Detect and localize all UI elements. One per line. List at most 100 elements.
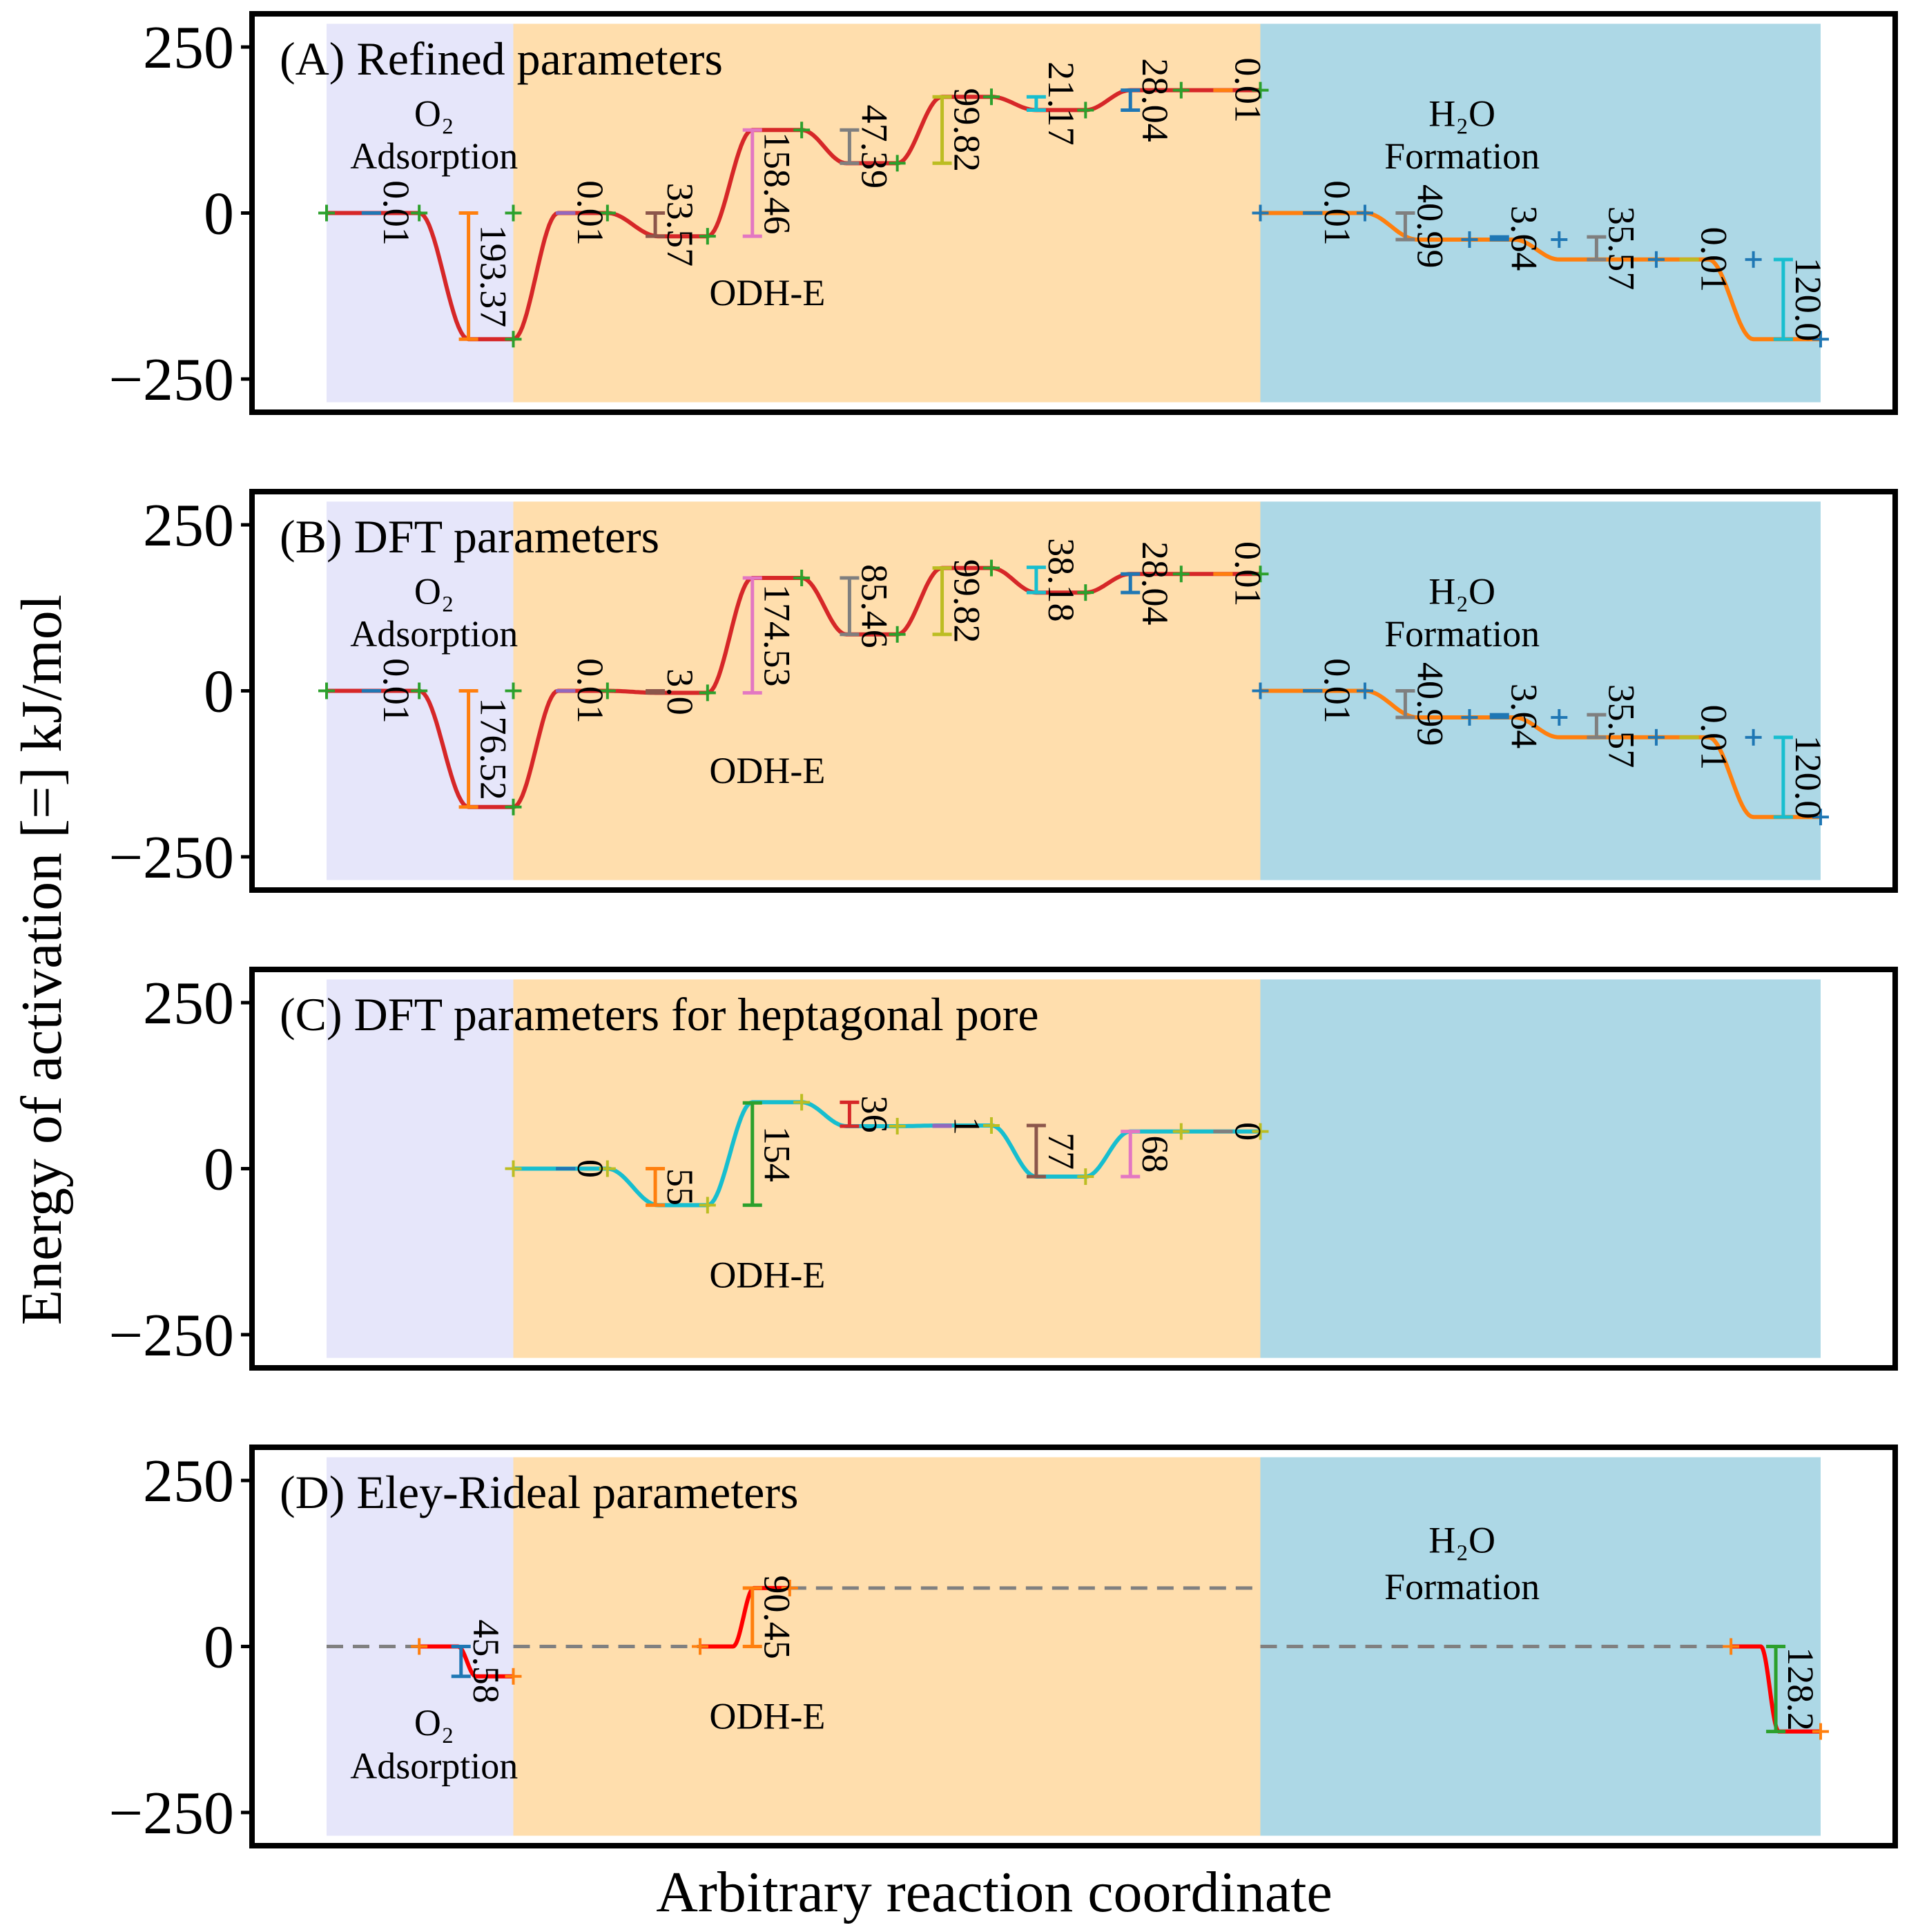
- point-marker: [318, 204, 335, 222]
- point-marker: [505, 331, 522, 348]
- barrier-bar: [1121, 1130, 1141, 1179]
- point-marker: [1812, 331, 1829, 348]
- barrier-bar: [451, 1645, 471, 1679]
- point-marker: [1723, 1638, 1740, 1655]
- odh-region-label: ODH-E: [709, 272, 825, 313]
- barrier-bar: [646, 211, 666, 238]
- y-tick-label: −250: [108, 824, 234, 891]
- barrier-bar: [1773, 258, 1793, 341]
- barrier-label: 0.01: [1317, 658, 1358, 724]
- barrier-bar: [458, 689, 478, 809]
- point-marker: [411, 204, 428, 222]
- point-marker: [699, 1197, 716, 1214]
- point-marker: [1356, 682, 1373, 699]
- barrier-label: 0: [570, 1159, 611, 1178]
- barrier-label: 3.0: [659, 668, 701, 715]
- barrier-bar: [1395, 689, 1415, 719]
- point-marker: [505, 204, 522, 222]
- odh-region-label: ODH-E: [709, 1254, 825, 1295]
- o2-region-label: Adsorption: [350, 135, 518, 177]
- barrier-bar: [1489, 235, 1509, 242]
- barrier-label: 3.64: [1504, 206, 1545, 271]
- barrier-label: 0.01: [570, 180, 611, 246]
- barrier-label: 0.01: [1227, 541, 1268, 607]
- point-marker: [982, 559, 1000, 577]
- barrier-label: 45.58: [465, 1619, 507, 1703]
- point-marker: [1647, 728, 1665, 746]
- series-line: [1260, 688, 1821, 820]
- point-marker: [1252, 81, 1269, 99]
- odh-region: [513, 23, 1261, 403]
- barrier-bar: [646, 689, 666, 695]
- point-marker: [1745, 251, 1762, 268]
- barrier-label: 0.01: [1694, 227, 1735, 293]
- panels: 0.01 193.37 0.01 33.57 158.46 47.39 99.82 21.17…: [108, 11, 1898, 1848]
- barrier-bar: [742, 1101, 762, 1207]
- barrier-label: 28.04: [1134, 58, 1176, 142]
- odh-region-label: ODH-E: [709, 1695, 825, 1737]
- barrier-label: 40.99: [1409, 184, 1451, 269]
- h2o-region-label: H₂O: [1428, 93, 1495, 134]
- series-line: [1260, 211, 1821, 342]
- y-tick-label: 0: [204, 659, 234, 726]
- barrier-label: 68: [1134, 1135, 1176, 1172]
- barrier-label: 174.53: [757, 584, 798, 687]
- barrier-label: 40.99: [1409, 662, 1451, 746]
- h2o-region-label: Formation: [1384, 1566, 1540, 1607]
- o2-region-label: O₂: [414, 570, 454, 612]
- point-marker: [505, 682, 522, 699]
- y-tick-label: 0: [204, 181, 234, 248]
- barrier-bar: [1773, 735, 1793, 819]
- point-marker: [1172, 566, 1190, 583]
- panel-title: (D) Eley-Rideal parameters: [280, 1466, 798, 1518]
- panel-a: 0.01 193.37 0.01 33.57 158.46 47.39 99.82 21.17…: [108, 11, 1898, 415]
- barrier-label: 128.2: [1780, 1647, 1821, 1731]
- point-marker: [793, 1094, 811, 1111]
- y-axis-label: Energy of activation [=] kJ/mol: [10, 595, 74, 1325]
- barrier-bar: [1587, 235, 1607, 262]
- point-marker: [1551, 708, 1568, 726]
- panel-title: (B) DFT parameters: [280, 510, 659, 563]
- y-tick-label: 0: [204, 1614, 234, 1681]
- barrier-bar: [840, 576, 860, 637]
- series-line: [513, 1100, 1261, 1208]
- barrier-bar: [1587, 713, 1607, 740]
- barrier-label: 158.46: [757, 132, 798, 235]
- h2o-region-label: H₂O: [1428, 570, 1495, 612]
- barrier-label: 0.01: [570, 658, 611, 724]
- point-marker: [1252, 1123, 1269, 1140]
- y-tick-label: 250: [143, 1448, 234, 1515]
- h2o-region-label: Formation: [1384, 135, 1540, 177]
- o2-region-label: O₂: [414, 1702, 454, 1743]
- point-marker: [1745, 728, 1762, 746]
- barrier-label: 193.37: [473, 225, 514, 328]
- series-line: [419, 1644, 514, 1679]
- barrier-label: 0.01: [1227, 57, 1268, 123]
- barrier-label: 28.04: [1134, 541, 1176, 626]
- barrier-bar: [1026, 95, 1046, 112]
- panel-title: (C) DFT parameters for heptagonal pore: [280, 988, 1039, 1041]
- barrier-bar: [1766, 1645, 1786, 1734]
- point-marker: [1172, 1123, 1190, 1140]
- odh-region: [513, 1457, 1261, 1836]
- point-marker: [1461, 231, 1478, 248]
- point-marker: [1252, 566, 1269, 583]
- h2o-region: [1260, 979, 1821, 1358]
- barrier-bar: [1026, 566, 1046, 595]
- y-tick-label: 250: [143, 15, 234, 81]
- point-marker: [1356, 204, 1373, 222]
- point-marker: [1461, 708, 1478, 726]
- point-marker: [982, 88, 1000, 106]
- barrier-bar: [742, 128, 762, 238]
- point-marker: [1812, 809, 1829, 826]
- barrier-label: 47.39: [853, 105, 895, 189]
- barrier-label: 90.45: [757, 1575, 798, 1659]
- point-marker: [692, 1638, 708, 1655]
- panel-b: 0.01 176.52 0.01 3.0 174.53 85.46 99.82 38.18 28…: [108, 489, 1898, 893]
- o2-region: [327, 979, 514, 1358]
- barrier-bar: [742, 576, 762, 695]
- barrier-label: 21.17: [1040, 61, 1082, 146]
- barrier-bar: [1489, 713, 1509, 719]
- point-marker: [1077, 102, 1094, 119]
